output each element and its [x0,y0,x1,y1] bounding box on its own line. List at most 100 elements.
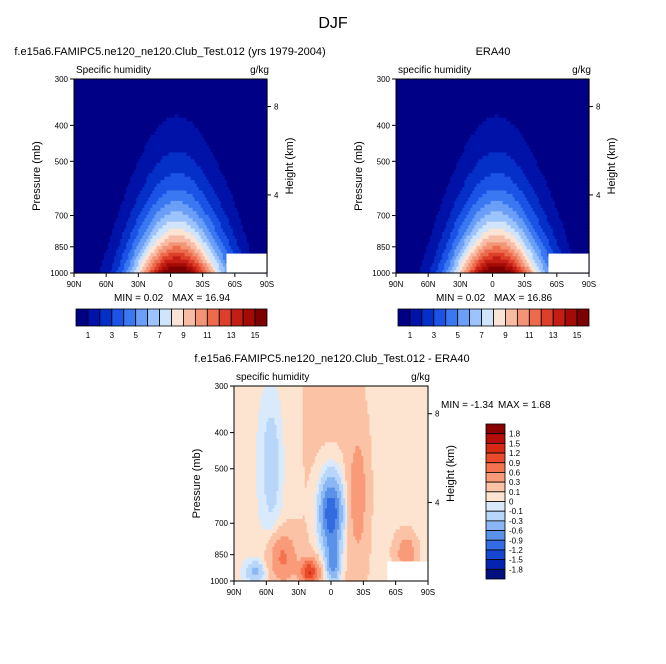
field-cell [200,245,204,250]
field-cell [196,248,200,253]
field-cell [124,252,127,257]
field-cell [138,227,141,233]
field-cell [180,269,184,274]
field-cell [102,269,105,274]
field-cell [216,224,220,229]
field-cell [246,234,250,239]
field-cell [186,269,190,274]
field-cell [258,234,262,239]
field-cell [118,269,121,274]
field-cell [138,231,141,236]
field-cell [186,252,190,257]
field-cell [262,231,266,236]
field-cell [110,255,113,260]
field-cell [182,248,186,253]
field-cell [78,224,81,229]
field-cell [226,227,230,233]
field-cell [198,224,202,229]
field-cell [200,238,204,243]
field-cell [136,245,139,250]
field-cell [118,266,121,271]
field-cell [102,259,105,264]
field-cell [162,224,166,229]
field-cell [90,252,93,257]
field-cell [238,231,242,236]
field-cell [188,255,192,260]
field-cell [208,241,212,246]
field-cell [156,262,160,267]
field-cell [188,224,192,229]
field-cell [76,252,79,257]
field-cell [238,234,242,239]
field-cell [74,262,77,267]
field-cell [90,248,93,253]
field-cell [122,241,125,246]
field-cell [226,241,230,246]
field-cell [214,252,218,257]
field-cell [176,227,180,233]
field-cell [102,241,105,246]
field-cell [84,252,87,257]
field-cell [252,227,256,233]
field-cell [176,262,180,267]
field-cell [78,252,81,257]
field-cell [198,221,202,226]
field-cell [210,224,214,229]
field-cell [148,248,151,253]
field-cell [188,221,192,226]
field-cell [154,255,158,260]
field-cell [234,224,238,229]
field-cell [118,241,121,246]
field-cell [140,266,143,271]
field-cell [206,262,210,267]
field-cell [92,262,95,267]
field-cell [112,221,115,226]
field-cell [250,245,254,250]
field-cell [110,221,113,226]
field-cell [78,231,81,236]
field-cell [92,266,95,271]
field-cell [210,248,214,253]
field-cell [192,238,196,243]
field-cell [202,255,206,260]
field-cell [114,248,117,253]
field-cell [126,266,129,271]
field-cell [94,248,97,253]
field-cell [170,255,174,260]
field-cell [122,245,125,250]
field-cell [262,241,266,246]
field-cell [184,248,188,253]
field-cell [76,224,79,229]
field-cell [210,234,214,239]
field-cell [208,248,212,253]
field-cell [98,238,101,243]
field-cell [82,238,85,243]
field-cell [148,241,151,246]
field-cell [86,259,89,264]
field-cell [212,231,216,236]
field-cell [198,266,202,271]
field-cell [260,238,264,243]
field-cell [242,241,246,246]
field-cell [108,262,111,267]
field-cell [206,269,210,274]
field-cell [190,269,194,274]
field-cell [130,238,133,243]
field-cell [200,255,204,260]
field-cell [108,241,111,246]
field-cell [236,241,240,246]
field-cell [154,224,158,229]
field-cell [134,266,137,271]
field-cell [222,252,226,257]
field-cell [128,262,131,267]
field-cell [92,259,95,264]
field-cell [90,266,93,271]
field-cell [178,231,182,236]
field-cell [80,231,83,236]
field-cell [234,241,238,246]
field-cell [178,245,182,250]
field-cell [152,259,156,264]
field-cell [82,255,85,260]
field-cell [220,252,224,257]
